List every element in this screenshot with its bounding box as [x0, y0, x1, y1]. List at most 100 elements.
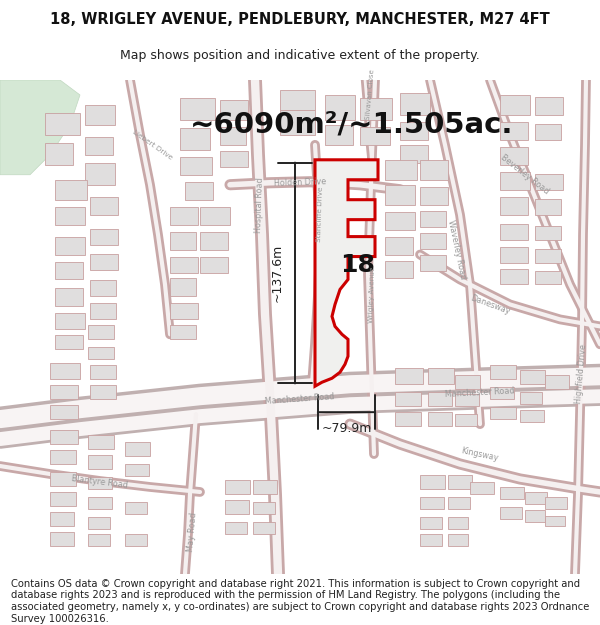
Bar	[500, 197, 528, 214]
Bar	[280, 90, 315, 110]
Text: Wrigley Avenue: Wrigley Avenue	[368, 266, 376, 322]
Bar	[428, 392, 452, 406]
Text: 18: 18	[341, 253, 376, 276]
Bar	[520, 410, 544, 422]
Bar	[525, 510, 545, 522]
Text: Manchester Road: Manchester Road	[265, 392, 335, 406]
Bar	[500, 95, 530, 115]
Bar	[500, 122, 528, 140]
Bar	[420, 517, 442, 529]
Bar	[535, 249, 561, 262]
Bar	[55, 289, 83, 306]
Bar	[88, 517, 110, 529]
Bar	[220, 127, 246, 145]
Polygon shape	[315, 160, 378, 386]
Text: Highfield Drive: Highfield Drive	[574, 344, 588, 404]
Bar	[400, 93, 430, 115]
Bar	[50, 512, 74, 526]
Bar	[448, 534, 468, 546]
Bar	[545, 516, 565, 526]
Bar	[490, 365, 516, 379]
Bar	[125, 534, 147, 546]
Polygon shape	[0, 80, 80, 175]
Bar	[50, 472, 76, 486]
Bar	[253, 480, 277, 494]
Text: Waverley Road: Waverley Road	[446, 219, 467, 280]
Text: Holden Drive: Holden Drive	[274, 177, 326, 188]
Bar	[90, 281, 116, 296]
Text: Map shows position and indicative extent of the property.: Map shows position and indicative extent…	[120, 49, 480, 62]
Bar	[448, 475, 472, 489]
Bar	[385, 212, 415, 229]
Bar	[535, 226, 561, 239]
Bar	[490, 388, 514, 399]
Bar	[448, 497, 470, 509]
Bar	[428, 368, 454, 384]
Bar	[400, 145, 428, 162]
Bar	[88, 455, 112, 469]
Bar	[385, 160, 417, 180]
Text: Silvavan Close: Silvavan Close	[365, 69, 375, 121]
Bar	[500, 247, 528, 262]
Bar	[200, 207, 230, 224]
Bar	[395, 412, 421, 426]
Bar	[420, 497, 444, 509]
Bar	[420, 232, 446, 249]
Bar	[470, 482, 494, 494]
Bar	[170, 207, 198, 224]
Bar	[50, 492, 76, 506]
Bar	[545, 497, 567, 509]
Bar	[85, 105, 115, 125]
Bar	[50, 450, 76, 464]
Bar	[85, 162, 115, 185]
Text: Contains OS data © Crown copyright and database right 2021. This information is : Contains OS data © Crown copyright and d…	[11, 579, 589, 624]
Bar	[535, 97, 563, 115]
Text: Blantyre Road: Blantyre Road	[71, 474, 128, 490]
Bar	[88, 435, 114, 449]
Bar	[520, 392, 542, 404]
Bar	[385, 185, 415, 204]
Bar	[55, 261, 83, 279]
Bar	[88, 534, 110, 546]
Bar	[90, 229, 118, 244]
Bar	[325, 125, 353, 145]
Bar	[420, 534, 442, 546]
Bar	[253, 502, 275, 514]
Bar	[88, 497, 112, 509]
Bar	[50, 385, 78, 399]
Bar	[50, 363, 80, 379]
Bar	[55, 336, 83, 349]
Bar	[170, 279, 196, 296]
Bar	[385, 261, 413, 279]
Text: ~79.9m: ~79.9m	[322, 422, 371, 434]
Bar	[90, 254, 118, 269]
Bar	[535, 174, 563, 190]
Bar	[448, 517, 468, 529]
Bar	[55, 180, 87, 200]
Bar	[360, 127, 390, 145]
Bar	[535, 124, 561, 140]
Bar	[535, 199, 561, 214]
Bar	[55, 237, 85, 254]
Bar	[90, 303, 116, 319]
Bar	[455, 375, 480, 389]
Bar	[225, 480, 250, 494]
Bar	[455, 414, 477, 426]
Bar	[50, 405, 78, 419]
Bar	[225, 500, 249, 514]
Text: Danesway: Danesway	[469, 293, 511, 316]
Bar	[170, 326, 196, 339]
Bar	[395, 368, 423, 384]
Bar	[500, 147, 528, 165]
Bar	[500, 269, 528, 284]
Bar	[85, 137, 113, 155]
Bar	[180, 157, 212, 175]
Bar	[400, 122, 428, 140]
Bar	[45, 113, 80, 135]
Bar	[50, 430, 78, 444]
Bar	[88, 477, 112, 489]
Bar	[90, 365, 116, 379]
Bar	[125, 502, 147, 514]
Bar	[280, 110, 315, 135]
Bar	[385, 237, 413, 254]
